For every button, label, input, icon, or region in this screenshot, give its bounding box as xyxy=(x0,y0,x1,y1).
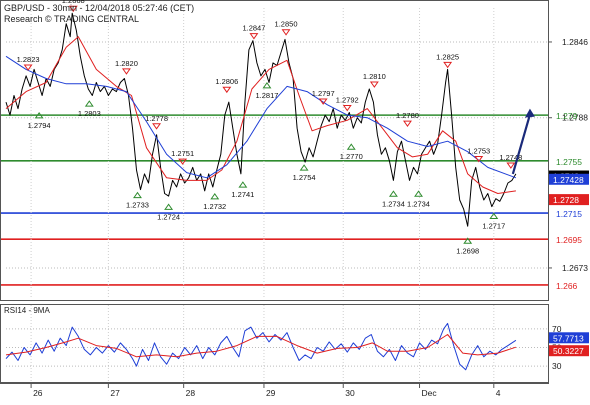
low-label: 1.2803 xyxy=(78,109,101,118)
low-label: 1.2794 xyxy=(28,121,51,130)
high-label: 1.2780 xyxy=(396,111,419,120)
high-marker xyxy=(121,68,131,75)
level-label: 1.279 xyxy=(556,111,578,121)
x-tick-label: 4 xyxy=(496,388,501,398)
low-marker xyxy=(238,181,248,188)
high-marker xyxy=(369,81,379,88)
low-marker xyxy=(388,190,398,197)
chart-title-text: GBP/USD - 30min - 12/04/2018 05:27:46 (C… xyxy=(4,3,195,13)
low-label: 1.2734 xyxy=(382,199,405,208)
x-tick-label: 29 xyxy=(266,388,276,398)
low-marker xyxy=(414,190,423,197)
level-label: 1.2715 xyxy=(556,209,582,219)
chart-title: GBP/USD - 30min - 12/04/2018 05:27:46 (C… xyxy=(4,3,194,25)
level-label: 1.266 xyxy=(556,281,578,291)
high-label: 1.2850 xyxy=(275,20,298,29)
high-label: 1.2823 xyxy=(17,55,40,64)
x-tick-label: 26 xyxy=(33,388,43,398)
price-series-line xyxy=(5,12,517,227)
x-tick-label: 30 xyxy=(345,388,355,398)
high-marker xyxy=(23,64,33,71)
forecast-arrow-shaft xyxy=(511,114,531,175)
low-marker xyxy=(84,100,94,107)
high-label: 1.2868 xyxy=(62,0,85,5)
low-marker xyxy=(164,203,174,210)
high-marker xyxy=(403,120,412,128)
high-label: 1.2751 xyxy=(171,149,194,158)
high-marker xyxy=(506,162,516,169)
high-marker xyxy=(152,123,162,130)
price-tag xyxy=(549,194,589,206)
high-marker xyxy=(178,158,188,165)
rsi-value-tag-label: 57.7713 xyxy=(553,333,584,343)
low-marker xyxy=(489,212,499,219)
price-y-tick-label: 1.2788 xyxy=(562,113,588,123)
price-tag xyxy=(549,173,589,185)
low-marker xyxy=(463,237,473,244)
rsi-panel-title: RSI14 - 9MA xyxy=(4,306,50,315)
high-label: 1.2847 xyxy=(242,24,265,33)
low-label: 1.2741 xyxy=(231,190,254,199)
rsi-value-tag xyxy=(549,332,589,344)
x-tick-label: Dec xyxy=(422,388,438,398)
price-panel-frame xyxy=(0,0,549,301)
low-marker xyxy=(133,191,142,199)
low-marker xyxy=(262,81,272,89)
low-label: 1.2754 xyxy=(293,173,316,182)
high-label: 1.2778 xyxy=(145,114,168,123)
chart-source-text: Research © TRADING CENTRAL xyxy=(4,14,139,24)
moving-average-line xyxy=(5,36,516,194)
x-tick-label: 28 xyxy=(186,388,196,398)
rsi-line xyxy=(5,322,517,371)
high-label: 1.2825 xyxy=(436,52,459,61)
low-label: 1.2724 xyxy=(157,212,180,221)
rsi-ma-line xyxy=(5,334,517,358)
high-label: 1.2797 xyxy=(312,89,335,98)
high-marker xyxy=(318,98,328,105)
high-marker xyxy=(474,155,484,163)
low-label: 1.2770 xyxy=(340,152,363,161)
high-marker xyxy=(222,86,232,94)
high-label: 1.2792 xyxy=(336,96,359,105)
price-tag-label: 1.27428 xyxy=(553,175,584,185)
high-label: 1.2820 xyxy=(115,59,138,68)
high-label: 1.2748 xyxy=(499,153,522,162)
price-y-tick-label: 1.2846 xyxy=(562,37,588,47)
price-y-tick-label: 1.2673 xyxy=(562,263,588,273)
high-marker xyxy=(281,29,291,36)
low-marker xyxy=(34,112,44,119)
high-marker xyxy=(443,61,453,69)
rsi-value-tag xyxy=(549,345,589,357)
low-label: 1.2734 xyxy=(407,199,430,208)
high-label: 1.2753 xyxy=(467,146,490,155)
level-label: 1.2755 xyxy=(556,157,582,167)
rsi-level-label: 30 xyxy=(552,361,562,371)
rsi-panel-frame xyxy=(0,304,549,383)
high-label: 1.2810 xyxy=(363,72,386,81)
forecast-arrow-head xyxy=(524,108,535,118)
high-marker xyxy=(249,33,259,40)
low-label: 1.2733 xyxy=(126,201,149,210)
price-tag-label: 1.2728 xyxy=(553,195,579,205)
low-label: 1.2732 xyxy=(203,202,226,211)
high-label: 1.2806 xyxy=(215,77,238,86)
low-marker xyxy=(210,193,220,200)
rsi-value-tag-label: 50.3227 xyxy=(553,346,584,356)
high-marker xyxy=(342,105,352,112)
x-tick-label: 27 xyxy=(110,388,120,398)
low-label: 1.2698 xyxy=(456,246,479,255)
low-marker xyxy=(299,164,309,171)
low-label: 1.2717 xyxy=(482,221,505,230)
low-label: 1.2817 xyxy=(255,91,278,100)
moving-average-line xyxy=(5,55,517,179)
level-label: 1.2695 xyxy=(556,235,582,245)
low-marker xyxy=(346,143,356,150)
rsi-level-label: 70 xyxy=(552,324,562,334)
high-marker xyxy=(68,5,78,13)
